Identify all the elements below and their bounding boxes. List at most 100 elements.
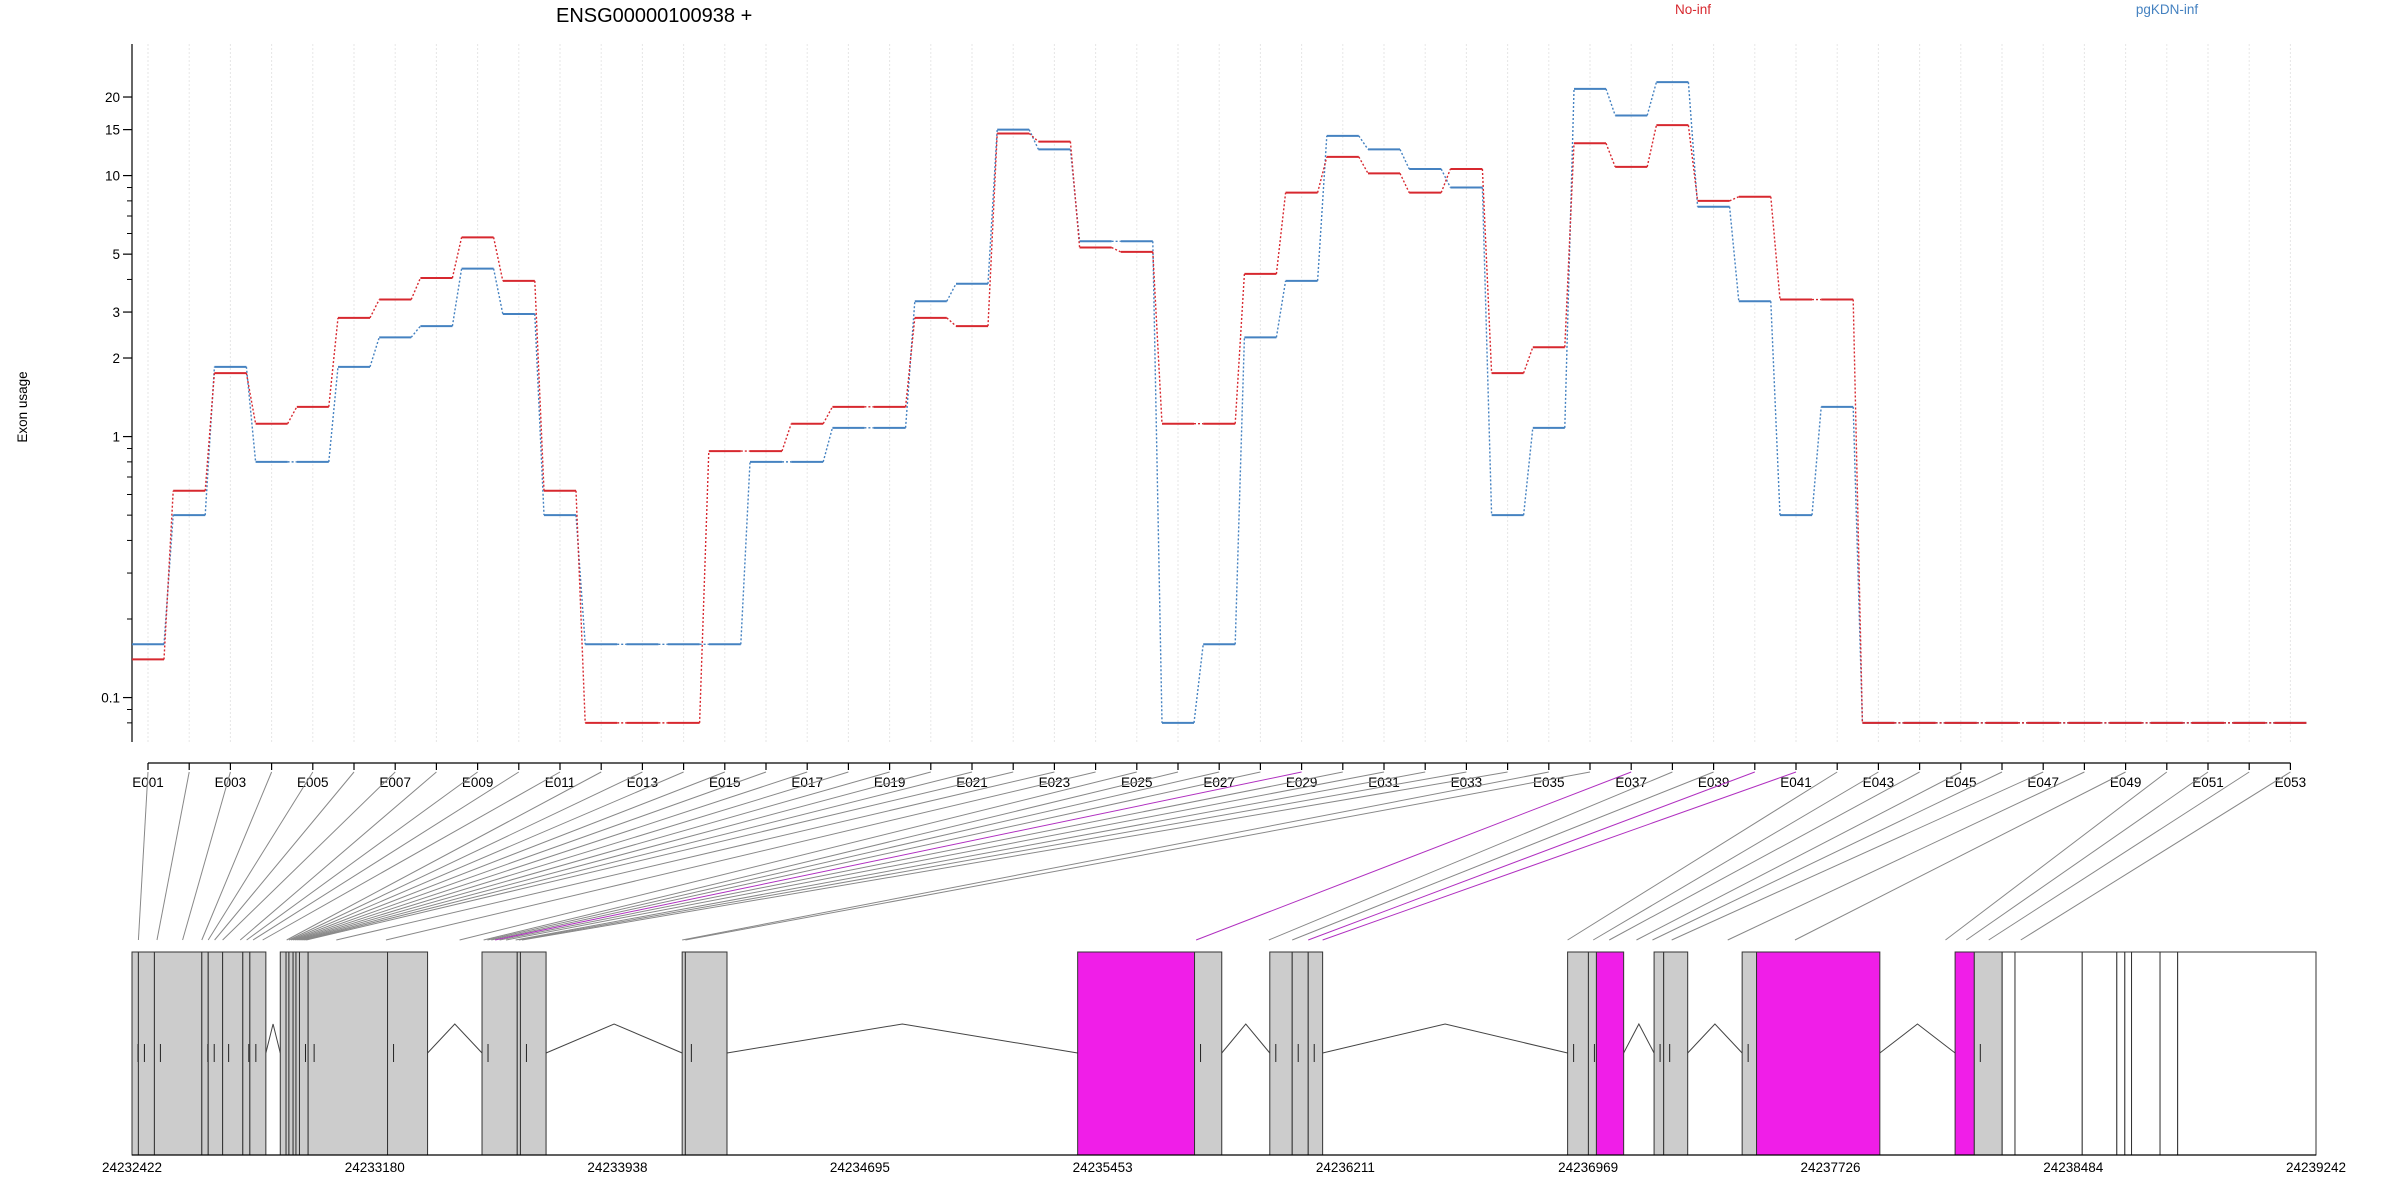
series-connector <box>1316 156 1328 193</box>
x-tick-label: E011 <box>545 775 576 790</box>
series-connector <box>1852 299 1864 723</box>
y-tick-label: 15 <box>105 123 120 138</box>
x-tick-label: E021 <box>956 775 988 790</box>
series-connector <box>1111 246 1122 253</box>
exon-box-e016 <box>387 951 429 1156</box>
exon-connector <box>302 771 931 941</box>
exon-connector <box>1652 771 2003 941</box>
exon-connector <box>1671 771 2044 941</box>
intron-line <box>1687 1023 1743 1054</box>
exon-connector <box>682 771 1549 941</box>
series-connector <box>987 133 998 327</box>
series-connector <box>1646 81 1658 116</box>
exon-connectors <box>137 771 2291 941</box>
x-tick-label: E003 <box>215 775 247 790</box>
exon-connector <box>294 771 767 941</box>
exon-box-e015 <box>307 951 389 1156</box>
series-connector <box>1440 168 1452 193</box>
coord-label: 24239242 <box>2286 1160 2346 1175</box>
exon-box-e024 <box>1269 951 1293 1156</box>
y-tick-label: 2 <box>112 351 120 366</box>
series-connector <box>369 299 380 319</box>
x-tick-label: E047 <box>2027 775 2059 790</box>
gene-model <box>131 951 2317 1156</box>
x-tick-label: E023 <box>1039 775 1071 790</box>
series-connector <box>451 237 463 279</box>
exon-connector <box>2020 771 2291 941</box>
series-connector <box>163 490 174 660</box>
exon-connector <box>459 771 1137 941</box>
exon-connector <box>252 771 520 941</box>
exon-connector <box>515 771 1426 941</box>
exon-connector <box>499 771 1343 941</box>
exon-box-e013 <box>295 951 300 1156</box>
exon-box-e036 <box>2001 951 2016 1156</box>
genomic-coordinate-axis: 24232422 24233180 24233938 24234695 24235453… <box>102 1154 2346 1175</box>
series-connector <box>163 515 174 645</box>
series-connector <box>1069 141 1081 248</box>
y-tick-label: 20 <box>105 90 120 105</box>
y-tick-label: 3 <box>112 305 120 320</box>
exon-box-e004 <box>201 951 209 1156</box>
series-connector <box>1440 168 1452 188</box>
x-tick-label: E031 <box>1368 775 1400 790</box>
exon-connector <box>385 771 1096 941</box>
series-connector <box>1605 143 1616 168</box>
exon-connector <box>1592 771 1879 941</box>
exon-connector <box>1195 771 1632 941</box>
exon-box-e037 <box>2014 951 2083 1156</box>
series-connector <box>1687 82 1699 207</box>
series-connector <box>1646 125 1658 168</box>
exon-box-e008 <box>249 951 267 1156</box>
y-tick-label: 1 <box>112 430 120 445</box>
series-connector <box>328 366 339 462</box>
coord-label: 24234695 <box>830 1160 890 1175</box>
series-lines <box>132 81 2307 724</box>
exon-box-e028 <box>1587 951 1597 1156</box>
y-tick-label: 5 <box>112 247 120 262</box>
exon-connector <box>1794 771 2126 941</box>
intron-line <box>726 1023 1078 1054</box>
y-axis-label: Exon usage <box>15 371 30 442</box>
y-axis: 0.1 1 2 3 5 10 15 20 <box>101 44 133 742</box>
x-tick-label: E007 <box>379 775 411 790</box>
series-connector <box>575 515 586 645</box>
exon-box-e023 <box>1194 951 1223 1156</box>
exon-connector <box>1292 771 1714 941</box>
series-connector <box>451 268 463 327</box>
exon-connector <box>1636 771 1962 941</box>
intron-line <box>1221 1023 1271 1054</box>
series-connector <box>1522 346 1534 374</box>
x-tick-label: E049 <box>2110 775 2142 790</box>
exon-box-e035 <box>1973 951 2003 1156</box>
exon-connector <box>262 771 561 941</box>
exon-box-e005 <box>207 951 224 1156</box>
series-connector <box>204 366 216 516</box>
x-tick-label: E009 <box>462 775 494 790</box>
legend-no-inf: No-inf <box>1675 2 1711 17</box>
exon-connector <box>1945 771 2168 941</box>
series-connector <box>904 301 916 428</box>
exon-connector <box>292 771 725 941</box>
x-tick-label: E043 <box>1863 775 1895 790</box>
exon-connector <box>201 771 273 941</box>
exon-box-e040 <box>2124 951 2133 1156</box>
exon-connector <box>304 771 973 941</box>
exon-box-e042 <box>2159 951 2179 1156</box>
exon-connector <box>290 771 684 941</box>
exon-box-e003 <box>153 951 203 1156</box>
intron-line <box>545 1023 683 1054</box>
series-no-inf <box>132 124 2307 724</box>
exon-box-e041 <box>2131 951 2161 1156</box>
x-tick-label: E039 <box>1698 775 1730 790</box>
series-connector <box>946 283 957 302</box>
series-connector <box>1811 406 1822 516</box>
series-connector <box>1234 337 1246 645</box>
legend-pgkdn-inf: pgKDN-inf <box>2136 2 2199 17</box>
x-tick-label: E005 <box>297 775 329 790</box>
exon-box-e043 <box>2177 951 2317 1156</box>
exon-connector <box>1988 771 2250 941</box>
series-connector <box>534 280 545 491</box>
series-connector <box>1234 273 1246 424</box>
